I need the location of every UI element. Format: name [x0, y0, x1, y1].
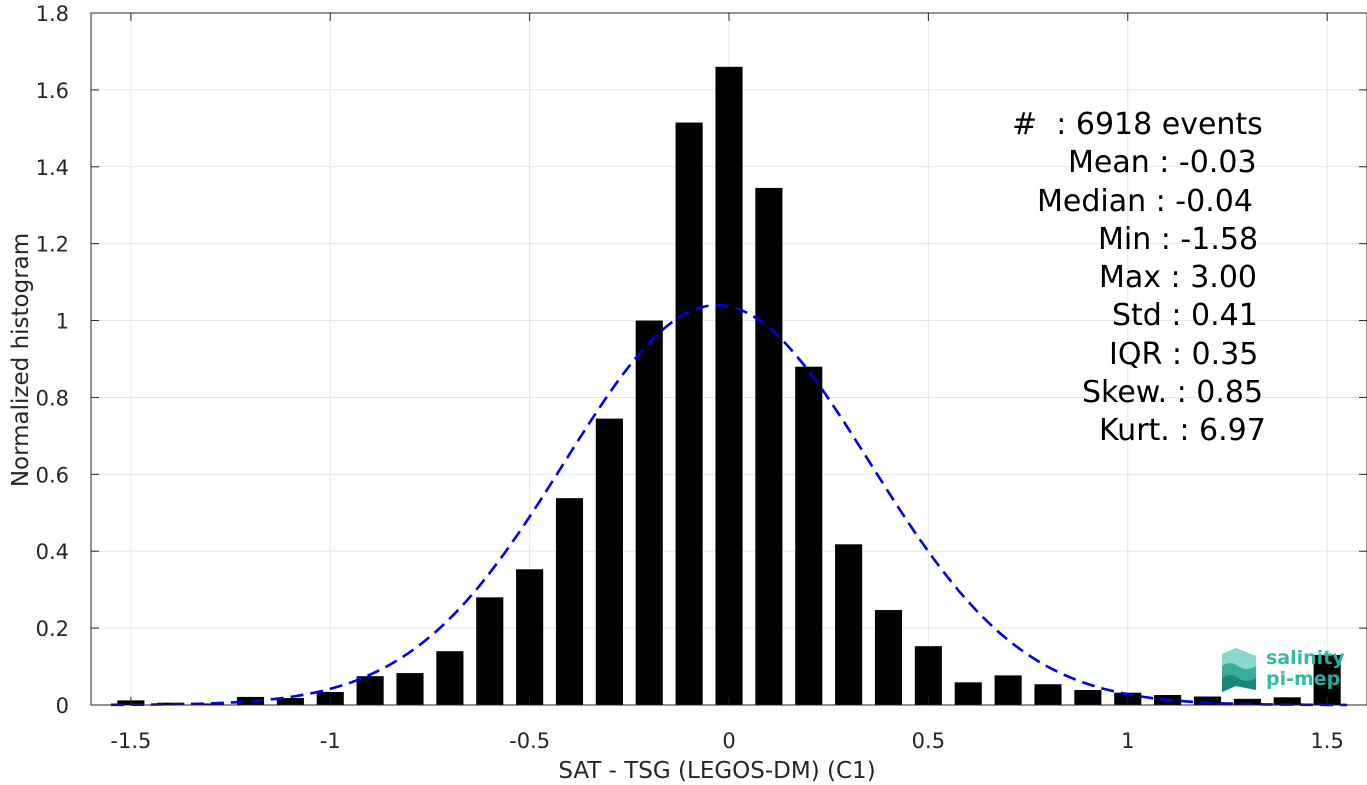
stat-skew: Skew. : 0.85	[1082, 375, 1264, 411]
statistics-annotation: # : 6918 events Mean : -0.03 Median : -0…	[940, 106, 1280, 451]
histogram-bar	[396, 673, 424, 705]
histogram-bars	[117, 66, 1341, 706]
histogram-bar	[954, 682, 982, 705]
histogram-bar	[795, 366, 823, 705]
stat-max: Max : 3.00	[1099, 260, 1257, 296]
logo-wave-icon	[1222, 648, 1256, 692]
histogram-bar	[874, 610, 903, 705]
stat-median: Median : -0.04	[1037, 183, 1253, 219]
histogram-bar	[356, 676, 384, 705]
x-tick-label: 0	[722, 729, 735, 753]
stat-kurt: Kurt. : 6.97	[1099, 413, 1266, 449]
y-tick-label: 0.4	[36, 540, 69, 564]
histogram-bar	[1313, 655, 1341, 705]
histogram-bar	[994, 675, 1022, 705]
histogram-bar	[197, 703, 225, 705]
x-tick-label: -1	[320, 729, 341, 753]
histogram-bar	[1273, 697, 1301, 705]
histogram-bar	[1034, 684, 1062, 705]
x-axis-ticks: -1.5 -1 -0.5 0 0.5 1 1.5	[110, 13, 1344, 753]
y-tick-label: 0	[56, 694, 69, 718]
y-tick-label: 0.2	[36, 617, 69, 641]
y-tick-label: 1.6	[36, 79, 69, 103]
y-tick-label: 1.4	[36, 156, 69, 180]
histogram-bar	[476, 597, 504, 705]
y-tick-label: 1.8	[36, 2, 69, 26]
y-tick-label: 0.6	[36, 463, 69, 487]
histogram-bar	[516, 569, 544, 705]
histogram-bar	[157, 702, 185, 705]
stat-count: # : 6918 events	[1012, 107, 1263, 142]
stat-iqr: IQR : 0.35	[1109, 336, 1259, 372]
y-axis-ticks: 0 0.2 0.4 0.6 0.8 1 1.2 1.4 1.6 1.8	[36, 2, 1367, 718]
histogram-bar	[635, 320, 663, 705]
salinity-pimep-logo: salinity pi-mep	[1216, 646, 1348, 696]
histogram-bar	[835, 544, 863, 705]
y-axis-label: Normalized histogram	[8, 233, 34, 487]
histogram-bar	[675, 122, 703, 706]
histogram-bar	[276, 698, 304, 705]
stat-mean: Mean : -0.03	[1068, 145, 1257, 181]
x-axis-label: SAT - TSG (LEGOS-DM) (C1)	[558, 758, 875, 784]
histogram-bar	[1233, 698, 1261, 705]
histogram-bar	[1074, 690, 1102, 705]
y-tick-label: 1.2	[36, 233, 69, 257]
x-tick-label: -1.5	[110, 729, 151, 753]
logo-text: salinity pi-mep	[1266, 648, 1345, 690]
stat-min: Min : -1.58	[1098, 221, 1259, 257]
histogram-bar	[755, 187, 783, 705]
histogram-bar	[914, 646, 942, 705]
x-tick-label: 1	[1121, 729, 1134, 753]
x-tick-label: 0.5	[912, 729, 945, 753]
logo-line-2: pi-mep	[1266, 668, 1341, 690]
y-tick-label: 0.8	[36, 386, 69, 410]
y-tick-label: 1	[56, 310, 69, 334]
gaussian-fit-curve	[110, 303, 1348, 707]
x-tick-label: -0.5	[509, 729, 550, 753]
histogram-bar	[236, 696, 265, 705]
histogram-bar	[595, 418, 623, 705]
logo-line-1: salinity	[1266, 647, 1345, 669]
histogram-bar	[715, 66, 743, 706]
histogram-bar	[555, 498, 584, 705]
stat-std: Std : 0.41	[1112, 298, 1258, 334]
histogram-bar	[1193, 696, 1222, 705]
histogram-bar	[436, 651, 464, 705]
x-tick-label: 1.5	[1310, 729, 1343, 753]
